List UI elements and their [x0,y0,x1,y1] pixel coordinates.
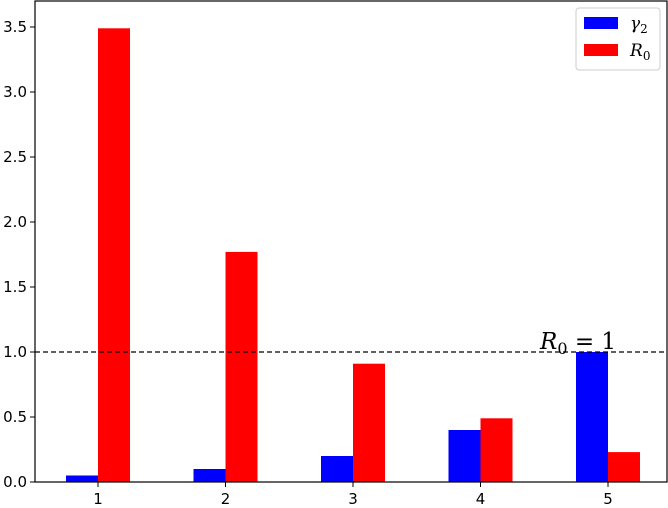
reference-label-sub: 0 [557,339,567,358]
legend-swatch-series2 [584,44,618,56]
bar-series2-2 [225,251,258,482]
bar-series2-4 [480,418,513,482]
legend-label-main: γ [630,14,641,34]
reference-label-var: R [539,329,557,355]
reference-line-label: R0 = 1 [539,329,616,358]
y-tick-label: 0.0 [3,473,27,491]
x-tick-label: 5 [603,490,613,508]
legend-label-sub: 0 [643,49,651,63]
legend-label-main: R [629,41,643,61]
y-tick-label: 2.0 [3,213,27,231]
y-tick-label: 2.5 [3,148,27,166]
legend: γ2 R0 [575,7,661,71]
legend-label-series1: γ2 [630,14,648,36]
reference-line-layer: R0 = 1 [35,329,667,358]
x-axis: 1 2 3 4 5 [93,482,613,508]
y-tick-label: 1.5 [3,278,27,296]
x-tick-label: 4 [476,490,486,508]
bar-series1-4 [448,430,481,482]
y-axis: 0.0 0.5 1.0 1.5 2.0 2.5 3.0 3.5 [3,18,35,491]
bar-series2-5 [608,452,640,482]
bar-series2-3 [353,363,385,482]
plot-frame [34,0,668,483]
plot-area [35,1,667,482]
bar-series1-5 [576,352,608,482]
legend-swatch-series1 [584,17,618,29]
y-tick-label: 1.0 [3,343,27,361]
reference-label-rest: = 1 [568,329,617,355]
y-tick-label: 0.5 [3,408,27,426]
legend-label-sub: 2 [640,22,648,36]
x-tick-label: 1 [93,490,103,508]
y-tick-label: 3.5 [3,18,27,36]
bar-series1-1 [66,475,98,482]
legend-label-series2: R0 [629,41,650,63]
x-tick-label: 3 [348,490,358,508]
bar-series2-1 [98,28,130,483]
bar-series1-3 [321,456,353,482]
x-tick-label: 2 [221,490,231,508]
y-tick-label: 3.0 [3,83,27,101]
bar-series1-2 [193,469,226,482]
bars-layer [66,28,640,483]
